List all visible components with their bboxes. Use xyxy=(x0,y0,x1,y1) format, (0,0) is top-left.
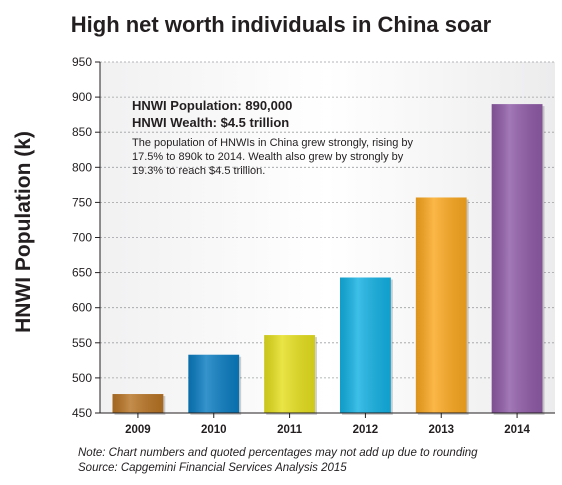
x-tick-label: 2011 xyxy=(277,424,303,436)
bar-shine xyxy=(188,354,240,413)
x-tick-label: 2009 xyxy=(125,424,151,436)
bar-2009 xyxy=(112,394,166,415)
bar-2011 xyxy=(264,335,317,415)
plot-area xyxy=(100,62,555,413)
bar-shine xyxy=(491,104,543,414)
y-tick-label: 650 xyxy=(72,266,92,280)
y-tick-label: 850 xyxy=(72,125,92,139)
x-tick-label: 2014 xyxy=(504,424,530,436)
y-tick-label: 600 xyxy=(72,301,92,315)
chart-title: High net worth individuals in China soar xyxy=(70,12,492,37)
footnotes: Note: Chart numbers and quoted percentag… xyxy=(78,446,478,476)
bar-2012 xyxy=(340,277,393,415)
bars xyxy=(112,104,545,416)
y-tick-label: 800 xyxy=(72,160,92,174)
y-tick-labels: 450 500 550 600 650 700 750 800 850 900 950 xyxy=(72,55,100,420)
annotation-body: The population of HNWIs in China grew st… xyxy=(132,137,414,177)
bar-shine xyxy=(112,394,164,413)
x-tick-label: 2010 xyxy=(201,424,227,436)
x-tick-labels: 2009 2010 2011 2012 2013 2014 xyxy=(125,413,530,436)
y-tick-label: 450 xyxy=(72,406,92,420)
annotation-box: HNWI Population: 890,000 HNWI Wealth: $4… xyxy=(132,97,432,178)
annotation-wealth: HNWI Wealth: $4.5 trillion xyxy=(132,115,290,130)
y-tick-label: 750 xyxy=(72,195,92,209)
y-tick-label: 500 xyxy=(72,371,92,385)
y-tick-label: 900 xyxy=(72,90,92,104)
bar-2010 xyxy=(188,354,242,415)
bar-2013 xyxy=(415,197,469,415)
footnote-note: Note: Chart numbers and quoted percentag… xyxy=(78,447,478,459)
y-tick-label: 550 xyxy=(72,336,92,350)
y-tick-label: 950 xyxy=(72,55,92,69)
x-tick-label: 2012 xyxy=(353,424,379,436)
footnote-source: Source: Capgemini Financial Services Ana… xyxy=(78,462,347,474)
y-tick-label: 700 xyxy=(72,231,92,245)
bar-2014 xyxy=(491,104,545,416)
annotation-population: HNWI Population: 890,000 xyxy=(132,98,293,113)
bar-shine xyxy=(264,335,315,413)
bar-shine xyxy=(415,197,467,413)
bar-shine xyxy=(340,277,391,413)
x-tick-label: 2013 xyxy=(428,424,454,436)
